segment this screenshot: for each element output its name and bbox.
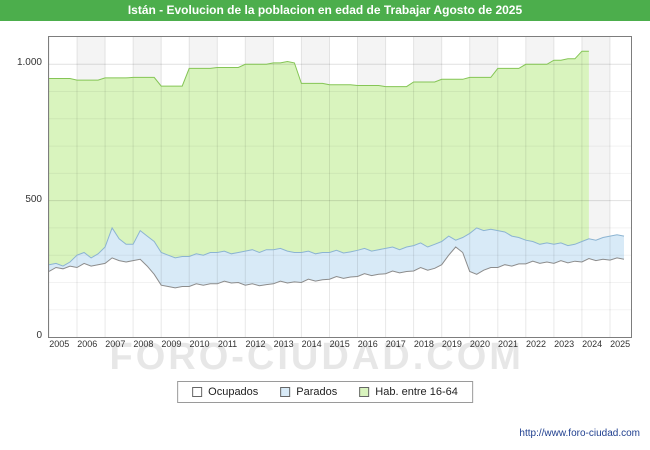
plot-svg <box>48 36 632 338</box>
legend-item: Ocupados <box>192 386 258 398</box>
x-tick-label: 2015 <box>329 339 350 349</box>
x-tick-label: 2009 <box>161 339 182 349</box>
x-tick-label: 2025 <box>610 339 631 349</box>
legend: Ocupados Parados Hab. entre 16-64 <box>177 381 473 403</box>
x-tick-label: 2020 <box>469 339 490 349</box>
x-tick-label: 2024 <box>582 339 603 349</box>
x-tick-label: 2019 <box>441 339 462 349</box>
x-tick-label: 2007 <box>105 339 126 349</box>
x-tick-label: 2022 <box>526 339 547 349</box>
x-tick-label: 2008 <box>133 339 154 349</box>
legend-label: Ocupados <box>208 386 259 398</box>
x-tick-label: 2010 <box>189 339 210 349</box>
x-tick-label: 2023 <box>554 339 575 349</box>
legend-item: Parados <box>280 386 337 398</box>
legend-label: Hab. entre 16-64 <box>375 386 458 398</box>
x-tick-label: 2013 <box>273 339 294 349</box>
page-title: Istán - Evolucion de la poblacion en eda… <box>0 0 650 21</box>
x-tick-label: 2014 <box>301 339 322 349</box>
legend-swatch <box>359 387 370 397</box>
legend-swatch <box>280 387 291 397</box>
footer-url[interactable]: http://www.foro-ciudad.com <box>519 428 640 439</box>
x-tick-label: 2018 <box>413 339 434 349</box>
x-tick-label: 2016 <box>357 339 378 349</box>
x-axis: 2005 2006 2007 2008 2009 2010 2011 2012 2013 2014… <box>8 339 642 353</box>
legend-label: Parados <box>296 386 338 398</box>
y-axis: 0 500 1.000 <box>8 26 45 346</box>
x-tick-label: 2017 <box>385 339 406 349</box>
y-tick-label: 500 <box>25 193 42 205</box>
legend-item: Hab. entre 16-64 <box>359 386 458 398</box>
y-tick-label: 1.000 <box>16 57 42 69</box>
y-tick-label: 0 <box>36 330 42 341</box>
x-tick-label: 2011 <box>217 339 238 349</box>
x-tick-label: 2006 <box>77 339 98 349</box>
x-tick-label: 2012 <box>245 339 266 349</box>
x-tick-label: 2021 <box>497 339 518 349</box>
legend-swatch <box>192 387 203 397</box>
chart-area: 0 500 1.000 2005 2006 2007 2008 2009 2010 2011 20… <box>8 26 642 358</box>
x-tick-label: 2005 <box>49 339 70 349</box>
